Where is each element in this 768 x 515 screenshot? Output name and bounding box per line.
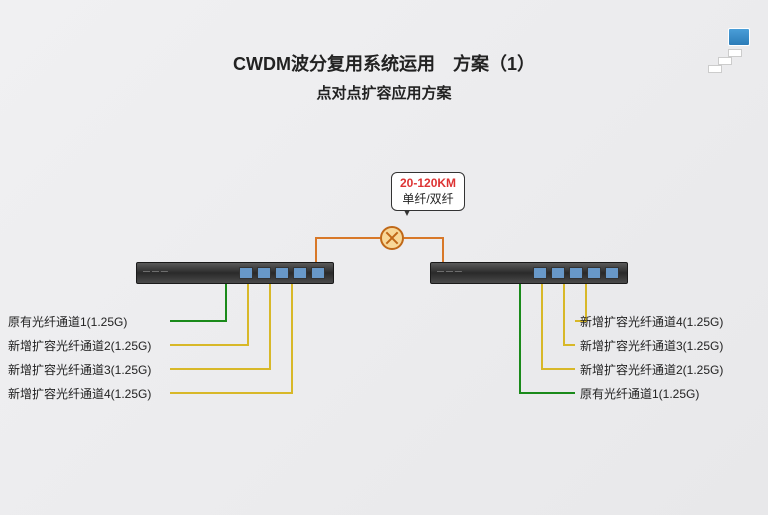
- port-icon: [239, 267, 253, 279]
- title-sub: 点对点扩容应用方案: [0, 82, 768, 103]
- device-brand-label: — — —: [437, 268, 462, 275]
- port-icon: [275, 267, 289, 279]
- port-icon: [587, 267, 601, 279]
- right-channel-3-label: 新增扩容光纤通道3(1.25G): [580, 337, 723, 354]
- left-channel-4-label: 新增扩容光纤通道4(1.25G): [8, 385, 151, 402]
- wiring-diagram: [0, 0, 768, 515]
- right-channel-2-label: 新增扩容光纤通道2(1.25G): [580, 361, 723, 378]
- cwdm-device-left: — — —: [136, 262, 334, 284]
- port-icon: [293, 267, 307, 279]
- port-icon: [533, 267, 547, 279]
- decor-window: [728, 28, 750, 46]
- port-icon: [311, 267, 325, 279]
- left-channel-3-label: 新增扩容光纤通道3(1.25G): [8, 361, 151, 378]
- port-icon: [605, 267, 619, 279]
- callout-distance: 20-120KM: [400, 176, 456, 190]
- cwdm-device-right: — — —: [430, 262, 628, 284]
- port-icon: [257, 267, 271, 279]
- port-icon: [569, 267, 583, 279]
- right-channel-4-label: 新增扩容光纤通道4(1.25G): [580, 313, 723, 330]
- fiber-junction-icon: [380, 226, 404, 250]
- distance-callout: 20-120KM 单纤/双纤: [391, 172, 465, 211]
- port-icon: [551, 267, 565, 279]
- device-brand-label: — — —: [143, 268, 168, 275]
- title-main: CWDM波分复用系统运用 方案（1）: [0, 50, 768, 76]
- left-channel-1-label: 原有光纤通道1(1.25G): [8, 313, 127, 330]
- left-channel-2-label: 新增扩容光纤通道2(1.25G): [8, 337, 151, 354]
- callout-fiber: 单纤/双纤: [400, 190, 456, 207]
- right-channel-1-label: 原有光纤通道1(1.25G): [580, 385, 699, 402]
